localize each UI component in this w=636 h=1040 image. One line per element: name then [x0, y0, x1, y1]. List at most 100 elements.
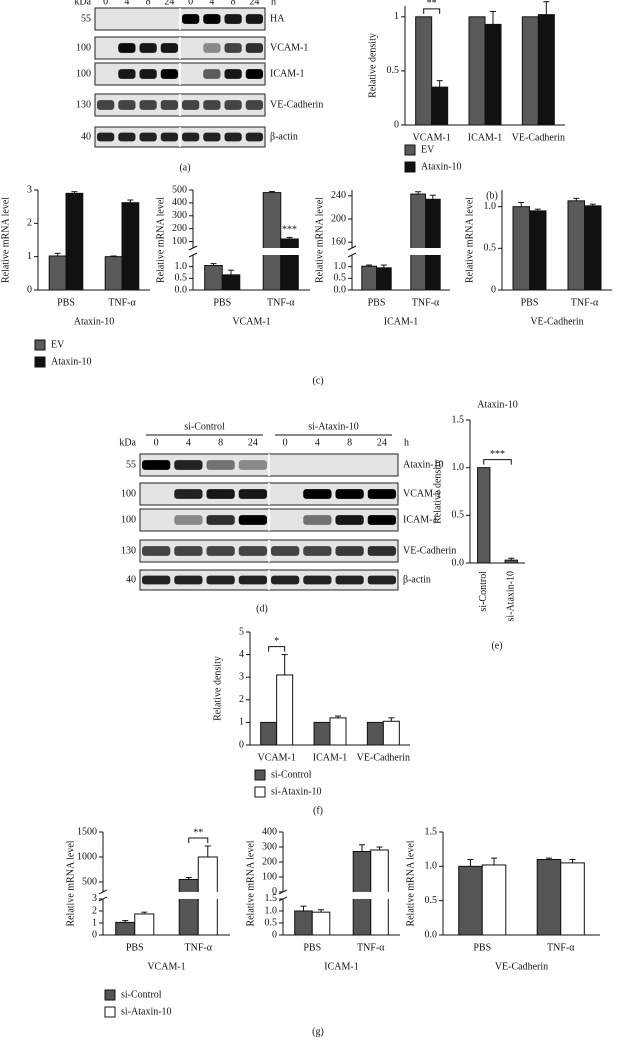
- y-axis-label: Relative density: [212, 656, 223, 721]
- band: [245, 100, 263, 110]
- y-tick-label: 1500: [77, 826, 97, 837]
- x-axis-label: VE-Cadherin: [530, 316, 583, 327]
- legend-swatch: [404, 161, 416, 173]
- legend-label: EV: [51, 339, 65, 350]
- y-tick-label: 5: [239, 626, 244, 637]
- time-unit: h: [271, 0, 276, 7]
- significance: ***: [282, 225, 297, 236]
- lane-label: 24: [377, 437, 387, 448]
- blot-label: VE-Cadherin: [403, 545, 456, 556]
- blot-label: β-actin: [403, 574, 431, 585]
- bar: [410, 193, 426, 291]
- x-axis-label: VCAM-1: [147, 961, 185, 972]
- x-tick-label: ICAM-1: [313, 752, 347, 763]
- band: [160, 69, 178, 79]
- y-tick-label: 0: [27, 284, 32, 295]
- y-axis-label: Relative mRNA level: [464, 197, 475, 283]
- blot-label: VCAM-1: [403, 488, 441, 499]
- y-tick-label: 3: [92, 893, 97, 904]
- band: [303, 575, 332, 585]
- band: [203, 132, 221, 142]
- break-mark: [347, 252, 357, 258]
- band: [97, 132, 115, 142]
- y-tick-label: 0.5: [334, 273, 347, 284]
- sig-bracket: [483, 459, 512, 465]
- lane-label: 8: [231, 0, 236, 7]
- bar: [468, 16, 486, 126]
- y-tick-label: 2: [27, 218, 32, 229]
- band: [206, 460, 235, 470]
- lane-label: 0: [188, 0, 193, 7]
- lane-label: 4: [124, 0, 129, 7]
- y-tick-label: 100: [262, 871, 277, 882]
- band: [174, 460, 203, 470]
- y-tick-label: 0.5: [175, 273, 188, 284]
- x-tick-label: VCAM-1: [257, 752, 295, 763]
- band: [303, 515, 332, 525]
- y-tick-label: 0.5: [452, 510, 465, 521]
- y-tick-label: 500: [82, 876, 97, 887]
- bar: [504, 559, 518, 564]
- band: [335, 546, 364, 556]
- lane-label: 24: [164, 0, 174, 7]
- band: [271, 546, 300, 556]
- legend-swatch: [104, 1006, 116, 1018]
- break-mark: [98, 896, 108, 902]
- band: [335, 489, 364, 499]
- y-tick-label: 0.0: [334, 284, 347, 295]
- bar: [221, 274, 241, 291]
- y-tick-label: 500: [172, 184, 187, 195]
- bar: [382, 720, 400, 746]
- kda-marker: 100: [76, 68, 91, 79]
- bar: [361, 265, 377, 291]
- band: [203, 100, 221, 110]
- band: [245, 43, 263, 53]
- x-axis-label: VE-Cadherin: [495, 961, 548, 972]
- break-mark: [347, 245, 357, 251]
- band: [245, 14, 263, 24]
- y-tick-label: 1.5: [452, 414, 465, 425]
- legend-label: si-Ataxin-10: [271, 786, 322, 797]
- y-tick-label: 1.0: [452, 462, 465, 473]
- lane-label: 4: [315, 437, 320, 448]
- x-tick-label: TNF-α: [547, 942, 575, 953]
- y-tick-label: 0: [491, 284, 496, 295]
- bar: [65, 192, 84, 291]
- band: [367, 515, 396, 525]
- x-tick-label: VCAM-1: [412, 132, 450, 143]
- legend-label: Ataxin-10: [421, 161, 462, 172]
- sig-bracket: [188, 837, 209, 843]
- x-axis-label: ICAM-1: [324, 961, 358, 972]
- bar: [134, 913, 155, 936]
- band: [224, 43, 242, 53]
- x-tick-label: TNF-α: [267, 297, 295, 308]
- band: [206, 515, 235, 525]
- y-tick-label: 0.5: [265, 917, 278, 928]
- x-tick-label: PBS: [521, 297, 539, 308]
- bar: [262, 192, 282, 291]
- blot-label: ICAM-1: [403, 514, 437, 525]
- x-tick-label: TNF-α: [412, 297, 440, 308]
- band: [238, 575, 267, 585]
- y-tick-label: 2: [92, 905, 97, 916]
- band: [160, 132, 178, 142]
- bar: [458, 865, 483, 936]
- y-tick-label: 400: [172, 197, 187, 208]
- kda-header: kDa: [74, 0, 91, 7]
- legend-label: si-Control: [271, 769, 312, 780]
- y-tick-label: 1: [239, 717, 244, 728]
- y-tick-label: 300: [172, 210, 187, 221]
- bar: [415, 16, 433, 126]
- band: [139, 132, 157, 142]
- band: [238, 489, 267, 499]
- bar: [477, 467, 491, 564]
- x-tick-label: ICAM-1: [468, 132, 502, 143]
- x-tick-label: si-Control: [478, 571, 489, 612]
- x-tick-label: TNF-α: [108, 297, 136, 308]
- blot-label: HA: [270, 13, 285, 24]
- band: [142, 575, 171, 585]
- y-tick-label: 1.5: [265, 893, 278, 904]
- axis-break: [351, 248, 451, 255]
- group-label: si-Control: [184, 421, 225, 432]
